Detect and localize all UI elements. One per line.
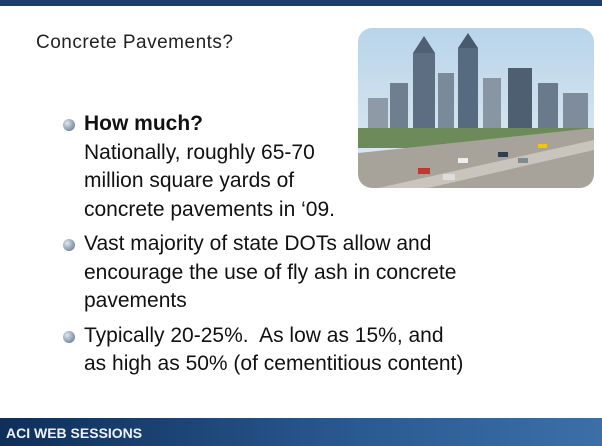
slide-title: Concrete Pavements? [36,32,234,54]
slide: Concrete Pavements? How much?Nationally,… [0,0,602,446]
footer-bar: ACI WEB SESSIONS [0,418,602,446]
bullet-dot [63,239,75,251]
bullet-text: concrete pavements in ‘09. [84,196,602,225]
bullet-text: as high as 50% (of cementitious content) [84,350,602,379]
bullet-text: pavements [84,287,602,316]
footer-text: ACI WEB SESSIONS [6,425,142,441]
bullet-text: Typically 20-25%. As low as 15%, and [84,322,602,351]
bullet-text: million square yards of [84,167,602,196]
bullet-dot [63,331,75,343]
bullet-text: Vast majority of state DOTs allow and [84,230,602,259]
bullet-dot [63,119,75,131]
bullet-text: Nationally, roughly 65-70 [84,139,602,168]
top-bar [0,0,602,6]
bullet-heading: How much? [84,110,602,139]
bullet-text: encourage the use of fly ash in concrete [84,259,602,288]
